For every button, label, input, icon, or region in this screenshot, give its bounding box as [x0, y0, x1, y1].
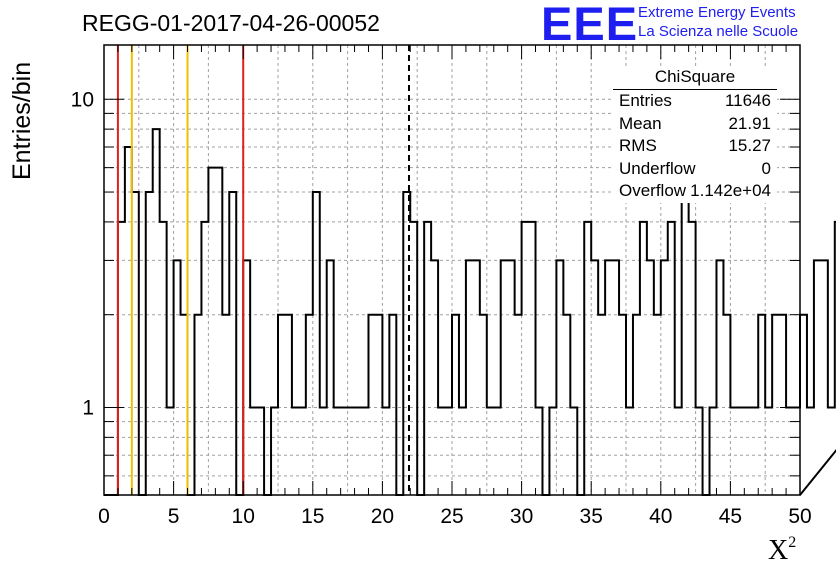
y-tick-label: 1	[82, 396, 94, 419]
stats-value: 0	[761, 158, 771, 178]
x-tick-label: 15	[301, 505, 324, 528]
stats-row-underflow: Underflow 0	[613, 158, 777, 181]
x-axis-label: X2	[768, 534, 796, 567]
stats-label: Entries	[619, 91, 672, 110]
x-axis-label-base: X	[768, 535, 789, 566]
stats-value: 15.27	[728, 136, 771, 156]
stats-box: ChiSquare Entries 11646 Mean 21.91 RMS 1…	[613, 66, 777, 203]
x-tick-label: 35	[580, 505, 603, 528]
x-axis-label-superscript: 2	[788, 534, 797, 551]
stats-value: 21.91	[728, 113, 771, 133]
stats-label: Overflow	[619, 181, 687, 201]
stats-label: RMS	[619, 136, 657, 156]
y-axis-label: Entries/bin	[8, 61, 36, 180]
x-tick-label: 10	[232, 505, 255, 528]
x-tick-label: 50	[788, 505, 811, 528]
y-tick-label: 10	[71, 88, 94, 111]
stats-row-overflow: Overflow 1.142e+04	[613, 180, 777, 203]
stats-row-rms: RMS 15.27	[613, 135, 777, 158]
stats-title: ChiSquare	[613, 66, 777, 90]
logo-line-1: Extreme Energy Events	[638, 4, 796, 21]
x-tick-label: 20	[371, 505, 394, 528]
x-tick-label: 25	[440, 505, 463, 528]
stats-row-entries: Entries 11646	[613, 90, 777, 113]
stats-value: 1.142e+04	[690, 181, 771, 201]
stats-row-mean: Mean 21.91	[613, 113, 777, 136]
x-tick-label: 40	[649, 505, 672, 528]
x-tick-label: 30	[510, 505, 533, 528]
eee-logo-text: EEE	[541, 0, 639, 50]
stats-label: Mean	[619, 113, 662, 133]
x-tick-label: 45	[719, 505, 742, 528]
x-tick-label: 0	[98, 505, 110, 528]
logo-line-2: La Scienza nelle Scuole	[638, 23, 799, 40]
stats-value: 11646	[724, 91, 771, 110]
stats-label: Underflow	[619, 158, 696, 178]
chart-title: REGG-01-2017-04-26-00052	[82, 10, 380, 36]
x-tick-label: 5	[168, 505, 180, 528]
